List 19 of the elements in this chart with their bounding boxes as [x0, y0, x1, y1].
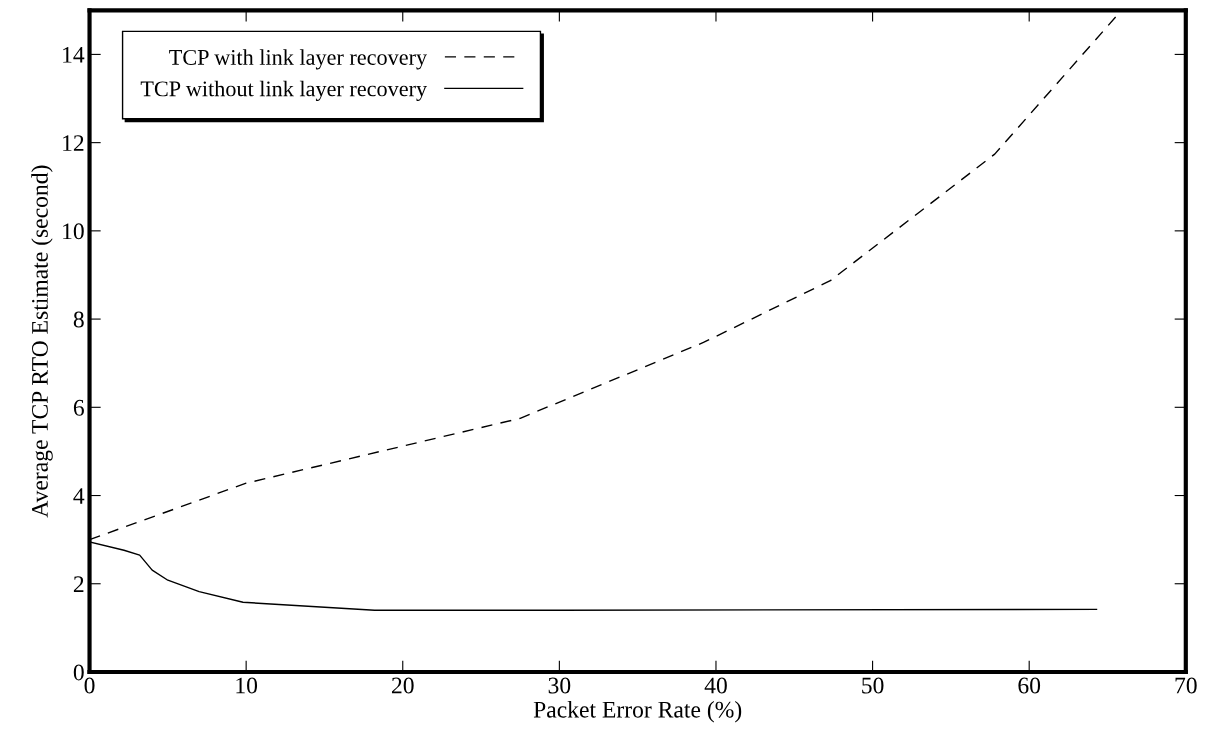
x-tick-label: 70	[1175, 677, 1197, 694]
x-axis-title: Packet Error Rate (%)	[533, 701, 742, 723]
y-tick-label: 4	[73, 488, 85, 504]
x-tick-label: 40	[704, 677, 727, 694]
legend-label: TCP without link layer recovery	[140, 80, 428, 101]
y-tick-label: 2	[73, 576, 84, 592]
y-tick-label: 6	[73, 399, 84, 416]
y-tick-label: 0	[73, 664, 84, 681]
y-tick-label: 14	[63, 47, 85, 63]
y-tick-label: 10	[63, 223, 84, 240]
y-tick-label: 8	[73, 311, 84, 328]
y-tick-label: 12	[63, 135, 84, 151]
y-axis-title: Average TCP RTO Estimate (second)	[31, 165, 53, 518]
x-tick-label: 50	[862, 677, 884, 694]
legend-label: TCP with link layer recovery	[169, 49, 428, 70]
x-tick-label: 10	[236, 677, 258, 694]
x-tick-label: 20	[391, 677, 414, 694]
x-tick-label: 30	[548, 677, 571, 694]
x-tick-label: 60	[1018, 677, 1041, 694]
